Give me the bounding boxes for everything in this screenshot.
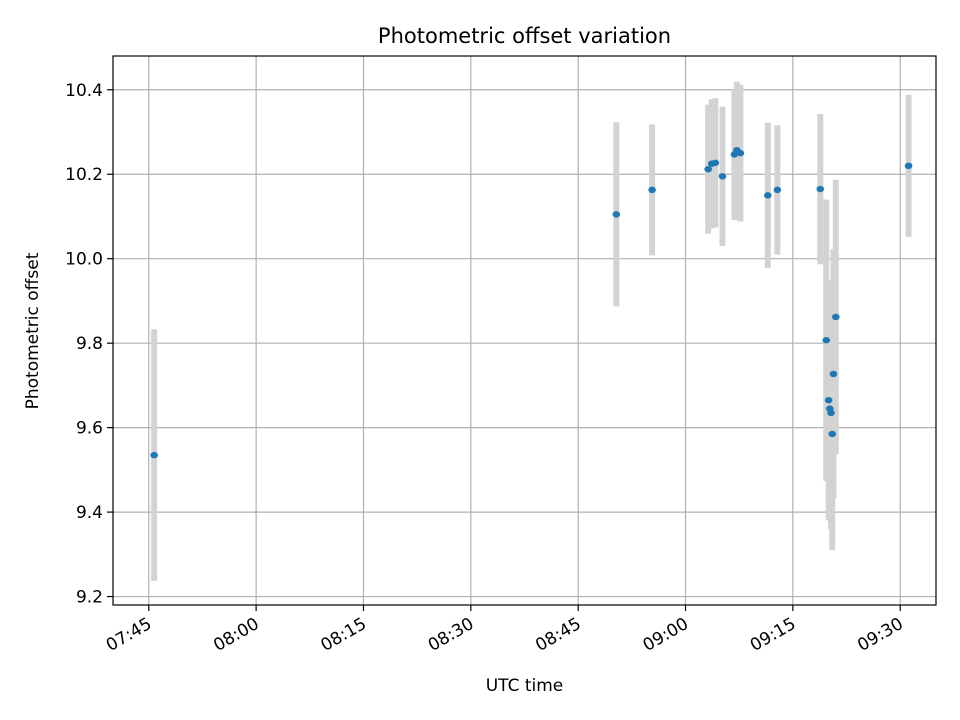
- chart-title: Photometric offset variation: [378, 24, 671, 48]
- data-point: [648, 186, 656, 194]
- data-point: [829, 370, 838, 378]
- data-point: [816, 185, 825, 193]
- plot-frame: [112, 55, 937, 606]
- data-point: [764, 192, 772, 199]
- y-tick-label: 9.2: [76, 588, 103, 608]
- y-axis-ticks: 9.2 9.4 9.6 9.8 10.0 10.2 10.4: [65, 81, 113, 608]
- y-tick-label: 9.6: [76, 419, 103, 439]
- data-point: [736, 149, 745, 157]
- y-tick-label: 10.0: [65, 250, 103, 270]
- data-point: [824, 396, 833, 404]
- data-point: [150, 451, 158, 459]
- grid-lines: [113, 56, 936, 605]
- data-point: [711, 159, 720, 167]
- data-point: [704, 165, 712, 173]
- y-tick-label: 10.4: [65, 81, 103, 101]
- y-tick-label: 9.4: [76, 503, 103, 523]
- x-axis-label: UTC time: [486, 676, 564, 696]
- data-point: [822, 337, 831, 344]
- data-point: [612, 211, 621, 218]
- data-point: [904, 162, 913, 169]
- y-axis-label: Photometric offset: [23, 252, 43, 409]
- y-tick-label: 9.8: [76, 334, 103, 354]
- data-point: [828, 430, 837, 438]
- y-tick-label: 10.2: [65, 165, 103, 185]
- data-point: [832, 313, 840, 321]
- data-point: [827, 409, 835, 417]
- data-point: [773, 186, 782, 194]
- data-point: [718, 173, 727, 180]
- data-points: [150, 146, 913, 459]
